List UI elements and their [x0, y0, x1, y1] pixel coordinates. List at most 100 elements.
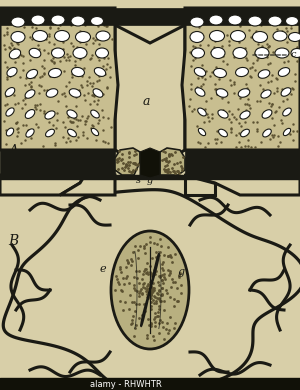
- Ellipse shape: [268, 16, 282, 26]
- Ellipse shape: [190, 17, 204, 27]
- Ellipse shape: [91, 110, 99, 118]
- Ellipse shape: [230, 30, 245, 41]
- Polygon shape: [0, 8, 118, 150]
- Ellipse shape: [233, 48, 247, 58]
- Ellipse shape: [198, 128, 206, 136]
- Ellipse shape: [26, 69, 38, 78]
- Ellipse shape: [49, 68, 62, 78]
- Polygon shape: [0, 8, 300, 25]
- Ellipse shape: [92, 128, 99, 136]
- Ellipse shape: [209, 15, 223, 25]
- Ellipse shape: [253, 32, 268, 43]
- Ellipse shape: [31, 15, 45, 25]
- Ellipse shape: [216, 89, 228, 97]
- Ellipse shape: [46, 89, 58, 97]
- Ellipse shape: [11, 32, 25, 43]
- Polygon shape: [140, 148, 160, 178]
- Ellipse shape: [11, 17, 25, 27]
- Ellipse shape: [51, 15, 65, 25]
- Ellipse shape: [69, 89, 81, 97]
- Ellipse shape: [261, 90, 271, 98]
- Ellipse shape: [7, 67, 17, 76]
- Ellipse shape: [228, 15, 242, 25]
- Polygon shape: [160, 148, 185, 175]
- Ellipse shape: [71, 16, 85, 26]
- Text: g: g: [147, 176, 153, 185]
- Ellipse shape: [190, 32, 204, 43]
- Ellipse shape: [5, 88, 15, 96]
- Ellipse shape: [29, 48, 41, 58]
- Ellipse shape: [283, 108, 291, 116]
- Text: A: A: [8, 144, 18, 158]
- Ellipse shape: [68, 129, 76, 137]
- Ellipse shape: [275, 48, 289, 58]
- Ellipse shape: [6, 108, 14, 116]
- Ellipse shape: [209, 30, 224, 41]
- Ellipse shape: [55, 30, 70, 41]
- Ellipse shape: [73, 48, 87, 58]
- Ellipse shape: [258, 70, 270, 78]
- Ellipse shape: [219, 129, 227, 137]
- Ellipse shape: [191, 48, 205, 58]
- Ellipse shape: [195, 88, 205, 96]
- Polygon shape: [0, 175, 300, 180]
- Ellipse shape: [291, 48, 300, 57]
- Ellipse shape: [286, 16, 298, 25]
- Polygon shape: [185, 150, 300, 175]
- Ellipse shape: [46, 129, 54, 137]
- Polygon shape: [115, 25, 185, 166]
- Ellipse shape: [111, 231, 189, 349]
- Ellipse shape: [6, 128, 14, 136]
- Text: s: s: [136, 176, 141, 185]
- Ellipse shape: [67, 110, 77, 118]
- Polygon shape: [115, 148, 140, 175]
- Ellipse shape: [72, 67, 84, 76]
- Ellipse shape: [238, 89, 250, 97]
- Polygon shape: [3, 190, 300, 390]
- Polygon shape: [0, 175, 85, 195]
- Ellipse shape: [240, 111, 250, 119]
- Ellipse shape: [255, 48, 269, 58]
- Text: e: e: [210, 154, 217, 164]
- Ellipse shape: [26, 129, 34, 137]
- Text: e: e: [100, 264, 106, 274]
- Ellipse shape: [289, 32, 300, 41]
- Ellipse shape: [25, 110, 35, 119]
- Text: a: a: [143, 95, 151, 108]
- Ellipse shape: [263, 129, 271, 137]
- Ellipse shape: [241, 129, 249, 137]
- Ellipse shape: [95, 48, 109, 58]
- Ellipse shape: [278, 67, 290, 76]
- Ellipse shape: [45, 111, 55, 119]
- Ellipse shape: [248, 16, 262, 26]
- Ellipse shape: [94, 67, 106, 76]
- Polygon shape: [185, 175, 215, 195]
- Ellipse shape: [194, 67, 206, 76]
- Ellipse shape: [262, 110, 272, 118]
- Ellipse shape: [91, 16, 103, 25]
- Text: B: B: [8, 234, 18, 248]
- Ellipse shape: [93, 89, 103, 97]
- Ellipse shape: [52, 48, 64, 58]
- Ellipse shape: [273, 31, 287, 41]
- Ellipse shape: [214, 68, 226, 78]
- Ellipse shape: [76, 32, 91, 43]
- Ellipse shape: [96, 31, 110, 41]
- Ellipse shape: [9, 49, 21, 59]
- Polygon shape: [60, 175, 115, 195]
- Polygon shape: [0, 150, 115, 175]
- Ellipse shape: [284, 128, 291, 136]
- Text: c: c: [291, 50, 296, 59]
- Ellipse shape: [218, 110, 228, 118]
- Polygon shape: [141, 254, 159, 326]
- Polygon shape: [182, 8, 300, 150]
- Ellipse shape: [32, 30, 47, 41]
- Ellipse shape: [211, 48, 225, 58]
- Text: g: g: [178, 267, 185, 277]
- Text: alamy - RHWHTR: alamy - RHWHTR: [90, 380, 162, 389]
- Polygon shape: [185, 175, 300, 195]
- Ellipse shape: [236, 67, 248, 76]
- Ellipse shape: [25, 90, 35, 98]
- Ellipse shape: [281, 88, 291, 96]
- Ellipse shape: [198, 108, 206, 116]
